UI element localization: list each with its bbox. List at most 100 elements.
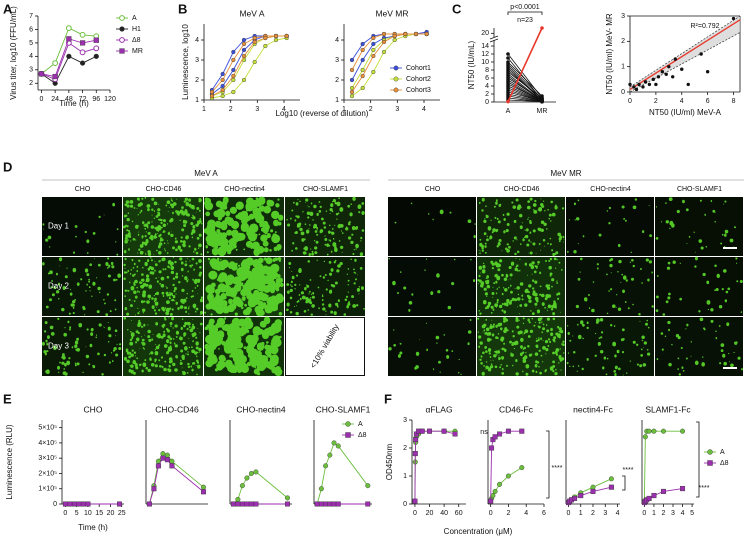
data-point [642, 434, 648, 440]
viability-box [285, 317, 365, 376]
micrograph-haze [388, 257, 476, 316]
panel-label: F [384, 391, 392, 406]
x-tick-label: 40 [440, 510, 448, 517]
annotation: **** [552, 465, 563, 472]
legend-marker [119, 37, 125, 43]
data-point [263, 43, 268, 49]
pair-line [507, 61, 543, 97]
pair-line [507, 71, 543, 99]
data-point [253, 469, 259, 475]
pair-line [507, 91, 543, 102]
legend-marker [393, 87, 399, 93]
data-point [519, 465, 525, 471]
x-tick-label: 0 [628, 98, 632, 105]
data-point [93, 45, 100, 52]
x-axis-label: Log10 (reverse of dilution) [276, 109, 369, 118]
legend-marker [119, 26, 125, 32]
data-point [360, 57, 365, 63]
data-point [235, 496, 241, 502]
y-tick-label: 0 [53, 501, 57, 508]
data-point [155, 463, 161, 469]
data-point [248, 501, 254, 507]
data-point [419, 428, 425, 434]
scatter-point [731, 16, 736, 21]
data-point [371, 35, 376, 41]
row-label: Day 3 [48, 342, 69, 351]
pair-point [506, 56, 510, 60]
y-axis-label: NT50 (IU/ml) MeV- MR [605, 13, 614, 95]
legend-marker [393, 76, 399, 82]
fluorescence [655, 197, 736, 253]
data-point [413, 31, 419, 37]
x-axis-label: NT50 (IU/ml) MeV-A [649, 108, 722, 117]
x-tick-label: 5 [75, 510, 79, 517]
data-point [38, 71, 45, 77]
data-point [164, 457, 170, 463]
plot-title: αFLAG [425, 404, 452, 414]
legend-marker [119, 48, 125, 54]
y-tick-label: 2 [621, 38, 625, 45]
data-point [680, 486, 686, 492]
data-point [231, 77, 236, 83]
data-point [220, 93, 225, 99]
x-tick-label: 0 [489, 510, 493, 517]
data-point [403, 31, 408, 37]
data-point [492, 488, 498, 494]
data-point [85, 501, 91, 507]
scatter-point [641, 85, 645, 89]
data-point [360, 73, 365, 79]
data-point [327, 452, 333, 458]
legend-marker [393, 65, 399, 71]
scatter-point [673, 57, 677, 61]
legend-label: A [358, 421, 363, 428]
scatter-point [680, 67, 684, 71]
data-point [590, 488, 596, 494]
micrograph-haze [388, 317, 476, 376]
y-tick-label: 7 [29, 13, 33, 20]
scatter-point [643, 80, 648, 84]
data-point [80, 501, 86, 507]
data-point [220, 77, 225, 83]
x-tick-label: 1 [342, 106, 346, 113]
data-point [314, 501, 320, 507]
micrograph [566, 197, 654, 256]
data-point [76, 501, 82, 507]
x-tick-label: 5 [690, 510, 694, 517]
data-point [365, 501, 371, 507]
data-point [79, 31, 86, 38]
scatter-point [667, 64, 671, 69]
scatter-point [699, 52, 703, 56]
data-point [67, 501, 73, 507]
data-point [519, 428, 525, 434]
micrograph-haze [388, 197, 476, 256]
pair-point [506, 99, 510, 104]
data-point [360, 67, 365, 73]
y-tick-label: 1 [621, 64, 625, 71]
data-point [371, 69, 376, 75]
data-point [239, 501, 245, 507]
significance-bracket [546, 430, 550, 499]
data-point [608, 476, 614, 482]
data-point [572, 495, 578, 501]
data-point [200, 489, 206, 495]
data-point [200, 484, 206, 490]
axis-break [489, 35, 499, 40]
x-tick-label: 3 [603, 510, 607, 517]
x-tick-label: 2 [654, 98, 658, 105]
annotation: R²=0.792 [691, 23, 720, 30]
y-tick-label: 1 [335, 97, 339, 104]
data-point [241, 47, 247, 53]
panel-label: A [3, 1, 13, 16]
data-point [646, 495, 652, 501]
y-tick-label: 3 [403, 417, 407, 424]
data-point [164, 452, 170, 458]
data-point [241, 37, 247, 43]
x-tick-label: 72 [79, 96, 87, 103]
data-point [371, 41, 376, 47]
data-point [79, 60, 86, 66]
data-point [660, 428, 666, 434]
plot-title: MeV A [239, 8, 264, 18]
data-point [65, 25, 72, 32]
data-point [66, 36, 72, 42]
legend-label: H1 [132, 26, 141, 33]
